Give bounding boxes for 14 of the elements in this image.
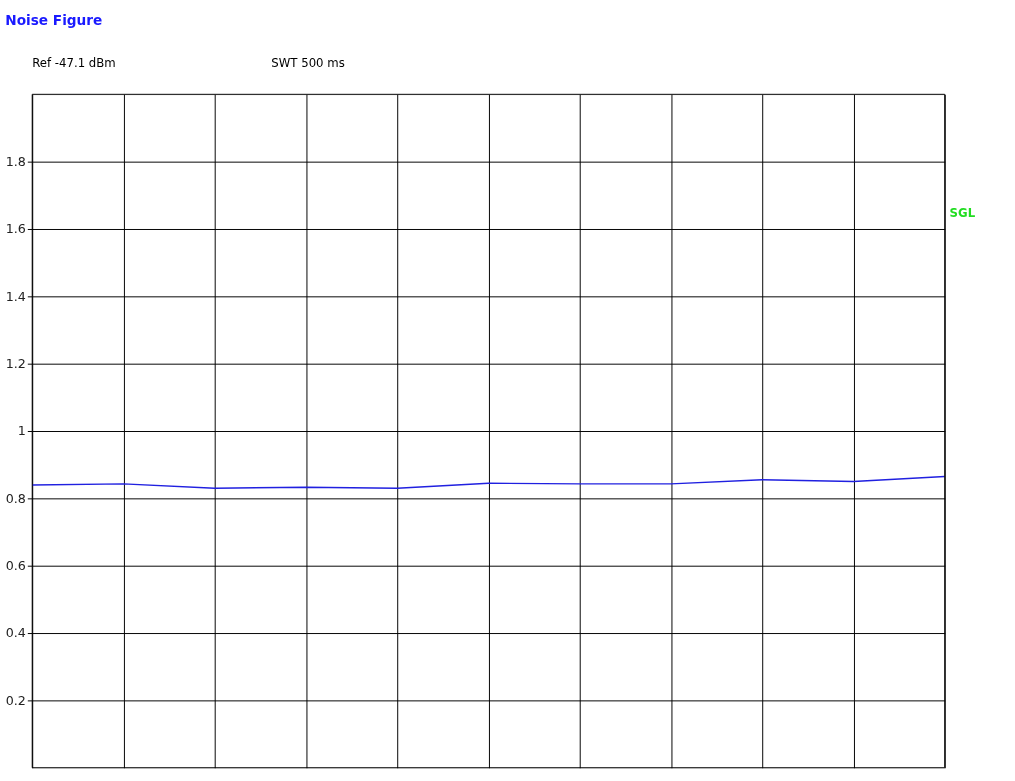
chart-title: Noise Figure (5, 12, 103, 29)
text: SGL (949, 206, 976, 221)
y-tick-label: 0.8 (5, 490, 26, 506)
y-tick-label: 0.4 (5, 625, 26, 641)
y-tick-label: 1 (17, 423, 26, 439)
y-tick-label: 0.6 (5, 558, 26, 574)
text: Ref -47.1 dBm (32, 55, 116, 70)
y-tick-label: 1.8 (5, 154, 26, 170)
y-tick-label: 1.6 (5, 221, 26, 237)
y-tick-label: 1.4 (5, 288, 26, 304)
text: SWT 500 ms (271, 55, 345, 70)
y-tick-label: 0.2 (5, 692, 26, 708)
line-series (31, 475, 946, 489)
y-tick-label: 1.2 (5, 356, 26, 372)
